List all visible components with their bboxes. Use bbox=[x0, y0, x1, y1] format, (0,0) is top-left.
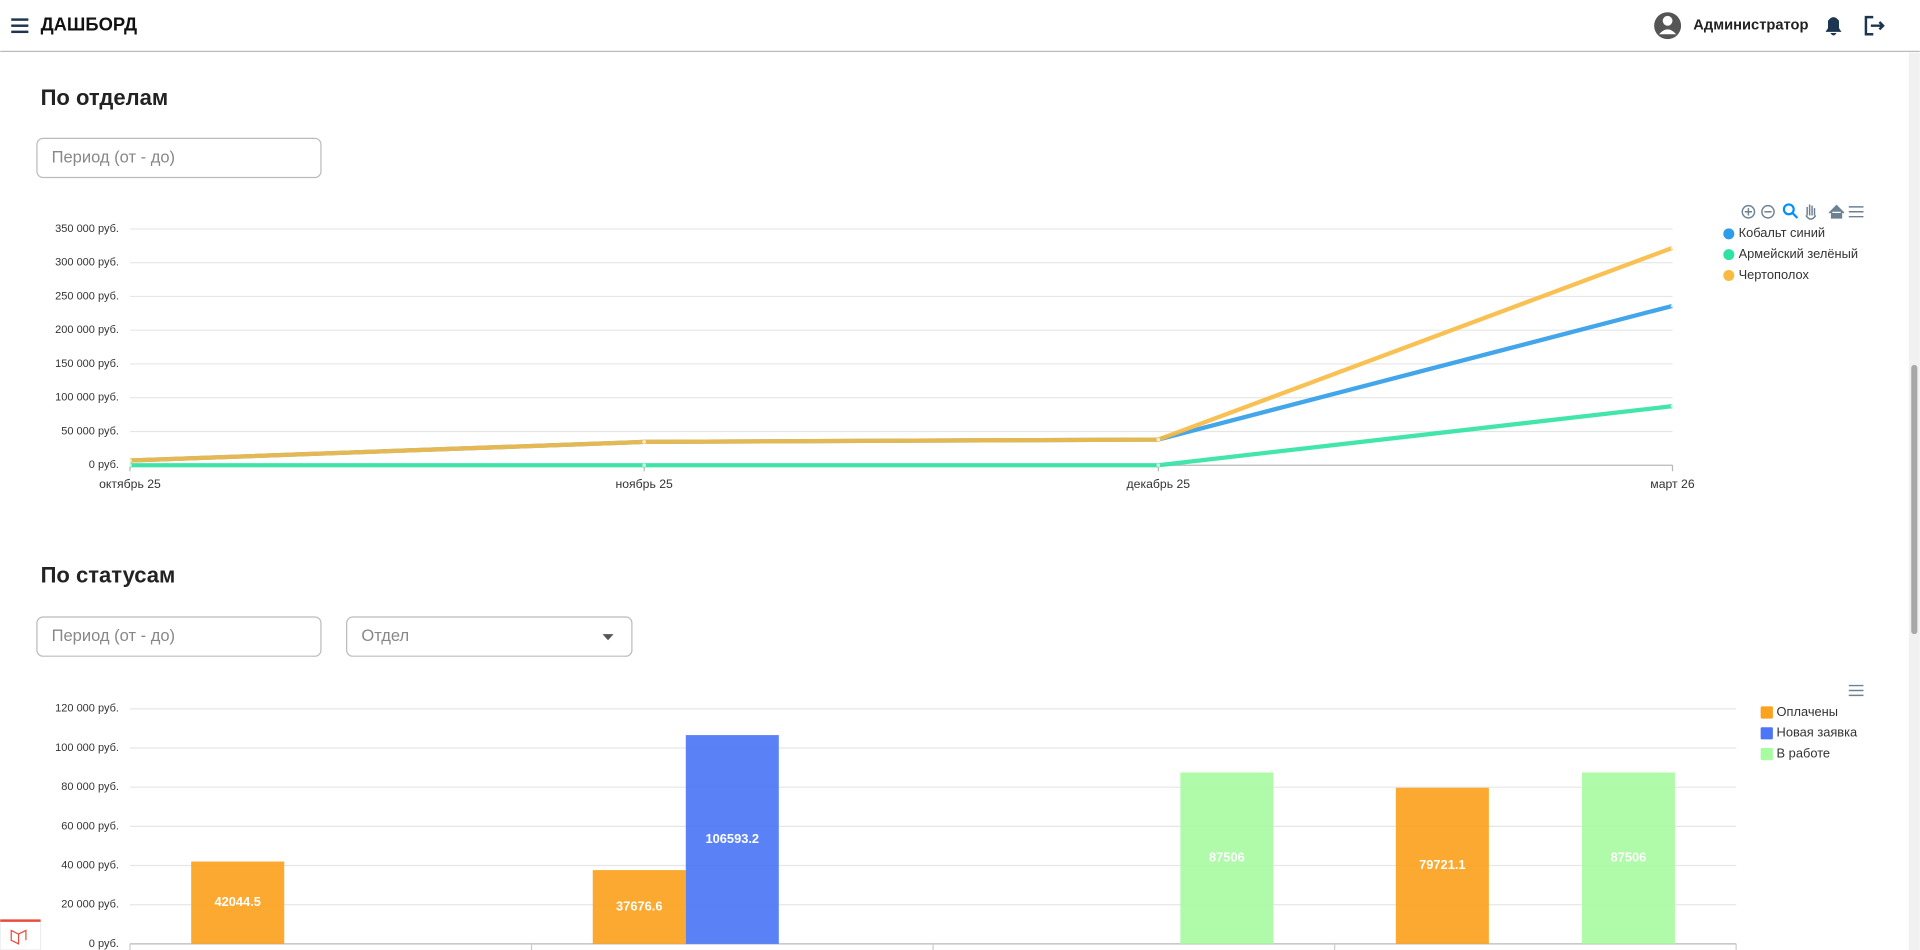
bar-value-label: 87506 bbox=[1611, 850, 1647, 865]
top-bar bbox=[0, 0, 1920, 52]
pan-button[interactable] bbox=[1805, 204, 1817, 220]
y-tick-label: 20 000 руб. bbox=[61, 899, 119, 911]
point-marker bbox=[1670, 245, 1675, 250]
y-tick-label: 80 000 руб. bbox=[61, 781, 119, 793]
x-tick-label: ноябрь 25 bbox=[615, 477, 673, 491]
bar bbox=[191, 861, 285, 944]
legend-marker bbox=[1723, 228, 1735, 240]
section-title: По отделам bbox=[41, 85, 169, 110]
legend-label: Новая заявка bbox=[1777, 725, 1858, 740]
y-tick-label: 100 000 руб. bbox=[55, 742, 119, 754]
department-select[interactable] bbox=[346, 616, 633, 657]
y-tick-label: 60 000 руб. bbox=[61, 820, 119, 832]
point-marker bbox=[1156, 437, 1161, 442]
bar bbox=[1395, 787, 1489, 944]
point-marker bbox=[642, 463, 646, 468]
legend-marker bbox=[1760, 727, 1773, 740]
dropdown-arrow bbox=[602, 634, 614, 641]
y-tick-label: 300 000 руб. bbox=[55, 257, 119, 269]
department-placeholder: Отдел bbox=[361, 626, 409, 645]
zoom-in-button[interactable] bbox=[1741, 204, 1756, 219]
bar bbox=[1581, 772, 1675, 944]
legend-marker bbox=[1760, 706, 1773, 719]
bar bbox=[592, 870, 686, 944]
bar-value-label: 106593.2 bbox=[706, 831, 760, 846]
point-marker bbox=[1670, 304, 1675, 308]
point-marker bbox=[1156, 463, 1161, 468]
y-tick-label: 350 000 руб. bbox=[55, 223, 119, 235]
legend-label: Кобальт синий bbox=[1739, 225, 1826, 240]
point-marker bbox=[128, 458, 132, 463]
series-line bbox=[129, 303, 1674, 463]
bar-value-label: 42044.5 bbox=[214, 894, 260, 909]
reset-button[interactable] bbox=[1828, 204, 1845, 219]
chart-toolbar bbox=[1741, 203, 1864, 220]
y-tick-label: 150 000 руб. bbox=[55, 358, 119, 370]
bar-value-label: 37676.6 bbox=[616, 898, 662, 913]
point-marker bbox=[642, 440, 646, 444]
x-tick-label: октябрь 25 bbox=[99, 477, 161, 491]
notifications-button[interactable] bbox=[1825, 17, 1842, 36]
menu-button[interactable] bbox=[11, 18, 29, 34]
legend-label: В работе bbox=[1777, 746, 1831, 761]
y-tick-label: 40 000 руб. bbox=[61, 859, 119, 871]
legend-marker bbox=[1723, 249, 1735, 261]
zoom-out-button[interactable] bbox=[1761, 204, 1775, 219]
period-placeholder: Период (от - до) bbox=[52, 147, 175, 166]
legend-marker bbox=[1723, 269, 1735, 281]
user-avatar[interactable] bbox=[1654, 12, 1682, 40]
y-tick-label: 50 000 руб. bbox=[61, 425, 119, 437]
bar bbox=[685, 735, 779, 944]
x-tick-label: декабрь 25 bbox=[1127, 477, 1191, 491]
point-marker bbox=[128, 463, 132, 468]
period-placeholder: Период (от - до) bbox=[52, 626, 175, 645]
legend-marker bbox=[1760, 748, 1773, 761]
y-tick-label: 200 000 руб. bbox=[55, 324, 119, 336]
series-line bbox=[129, 245, 1674, 463]
series-line bbox=[129, 404, 1673, 468]
section-title: По статусам bbox=[41, 562, 176, 587]
scrollbar-thumb[interactable] bbox=[1911, 364, 1918, 635]
point-marker bbox=[1670, 404, 1675, 408]
y-tick-label: 120 000 руб. bbox=[55, 703, 119, 715]
framework-badge bbox=[0, 919, 42, 950]
logout-button[interactable] bbox=[1864, 15, 1885, 36]
y-tick-label: 0 руб. bbox=[89, 938, 119, 950]
y-tick-label: 0 руб. bbox=[89, 459, 119, 471]
bar-value-label: 79721.1 bbox=[1419, 857, 1465, 872]
legend-label: Оплачены bbox=[1777, 704, 1838, 719]
bar-value-label: 87506 bbox=[1209, 850, 1245, 865]
zoom-button[interactable] bbox=[1782, 203, 1799, 219]
legend-label: Армейский зелёный bbox=[1739, 246, 1858, 261]
app-title: ДАШБОРД bbox=[41, 14, 137, 35]
period-input[interactable] bbox=[36, 616, 322, 657]
x-tick-label: март 26 bbox=[1650, 477, 1695, 491]
user-name[interactable]: Администратор bbox=[1693, 18, 1808, 34]
bar bbox=[1180, 772, 1274, 944]
chart-menu-button[interactable] bbox=[1848, 206, 1864, 218]
y-tick-label: 100 000 руб. bbox=[55, 392, 119, 404]
chart-menu-button[interactable] bbox=[1848, 684, 1864, 697]
y-tick-label: 250 000 руб. bbox=[55, 290, 119, 302]
period-input[interactable] bbox=[36, 137, 322, 179]
legend-label: Чертополох bbox=[1739, 267, 1810, 282]
